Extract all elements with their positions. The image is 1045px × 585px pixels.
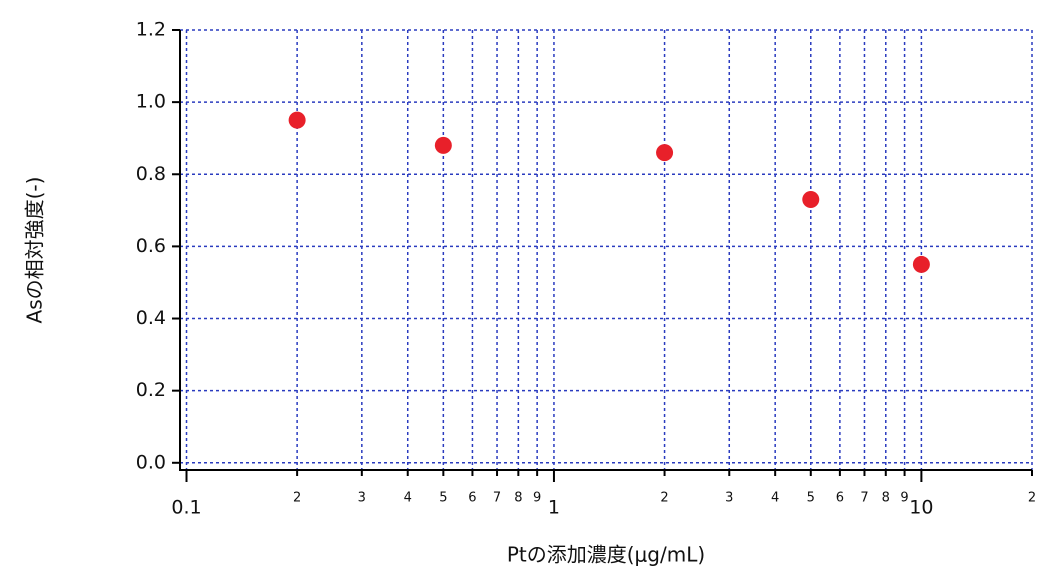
data-point — [802, 191, 820, 209]
x-tick-label: 2 — [660, 491, 668, 506]
y-tick-label: 0.2 — [136, 379, 166, 401]
y-tick-label: 0.8 — [136, 163, 166, 185]
x-tick-label: 4 — [404, 491, 412, 506]
x-axis-label: Ptの添加濃度(μg/mL) — [507, 543, 705, 567]
x-tick-label: 9 — [900, 491, 908, 506]
y-tick-label: 1.2 — [136, 19, 166, 41]
x-tick-label: 10 — [909, 497, 933, 519]
y-tick-label: 1.0 — [136, 91, 166, 113]
y-tick-label: 0.4 — [136, 307, 166, 329]
y-tick-label: 0.0 — [136, 451, 166, 473]
x-tick-label: 5 — [439, 491, 447, 506]
x-tick-label: 2 — [1028, 491, 1036, 506]
x-tick-label: 6 — [468, 491, 476, 506]
y-axis-label: Asの相対強度(-) — [23, 177, 47, 324]
x-tick-label: 2 — [293, 491, 301, 506]
data-point — [288, 111, 306, 129]
x-tick-label: 6 — [836, 491, 844, 506]
x-tick-label: 3 — [725, 491, 733, 506]
x-tick-label: 7 — [493, 491, 501, 506]
y-tick-label: 0.6 — [136, 235, 166, 257]
x-tick-label: 7 — [860, 491, 868, 506]
data-point — [912, 255, 930, 273]
x-tick-label: 9 — [533, 491, 541, 506]
x-tick-label: 0.1 — [171, 497, 201, 519]
data-point — [656, 144, 674, 162]
x-tick-label: 8 — [514, 491, 522, 506]
x-tick-label: 4 — [771, 491, 779, 506]
x-tick-label: 1 — [548, 497, 560, 519]
x-tick-label: 5 — [807, 491, 815, 506]
data-point — [434, 136, 452, 154]
x-tick-label: 8 — [882, 491, 890, 506]
x-tick-label: 3 — [358, 491, 366, 506]
